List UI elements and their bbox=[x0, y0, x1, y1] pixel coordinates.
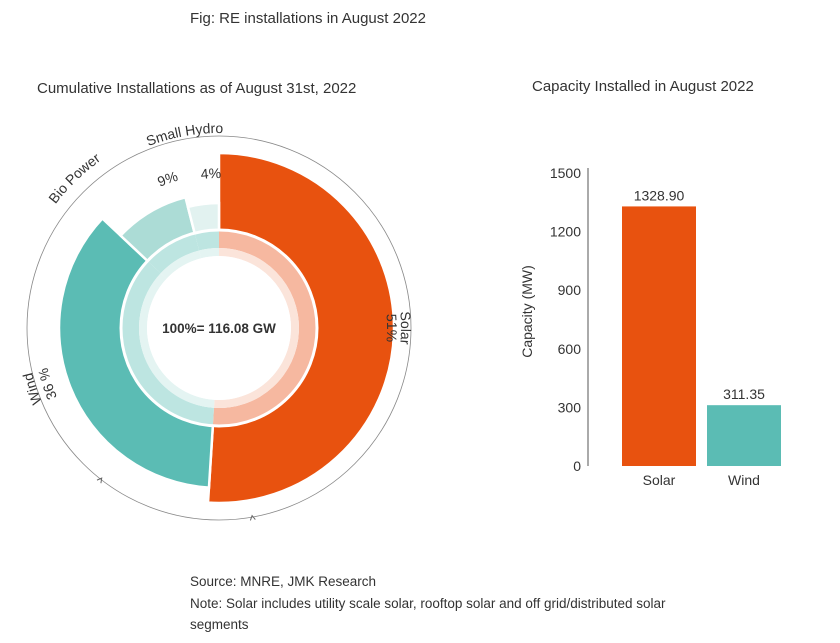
donut-inner-ring-solar bbox=[212, 230, 317, 425]
bar-solar bbox=[622, 206, 696, 466]
bar-category-solar: Solar bbox=[643, 472, 676, 488]
bar-value-label-solar: 1328.90 bbox=[634, 187, 685, 203]
bar-value-label-wind: 311.35 bbox=[723, 386, 765, 402]
donut-ring-gap bbox=[119, 228, 319, 428]
figure-title: Fig: RE installations in August 2022 bbox=[190, 10, 426, 27]
note-line-1: Note: Solar includes utility scale solar… bbox=[190, 596, 666, 611]
donut-inner-ring2-bio-power bbox=[160, 250, 202, 279]
bar-y-tick-600: 600 bbox=[558, 341, 582, 357]
donut-outer-ring bbox=[26, 135, 412, 521]
bar-y-tick-1500: 1500 bbox=[550, 165, 581, 181]
donut-inner-ring-bio-power bbox=[148, 234, 200, 274]
bar-chart-title: Capacity Installed in August 2022 bbox=[532, 78, 754, 95]
bar-y-tick-1200: 1200 bbox=[550, 224, 581, 240]
donut-label-solar-pct: 51% bbox=[383, 313, 400, 342]
bar-wind bbox=[707, 405, 781, 466]
donut-label-bio-power-name: Bio Power bbox=[45, 149, 103, 206]
donut-inner-ring-small-hydro bbox=[194, 231, 219, 251]
donut-label-small-hydro-name: Small Hydro bbox=[144, 120, 223, 149]
bar-y-tick-300: 300 bbox=[558, 399, 582, 415]
donut-hole bbox=[147, 256, 291, 400]
donut-ring-arrow-upper-left bbox=[96, 477, 103, 484]
donut-inner-ring2-small-hydro bbox=[199, 248, 219, 259]
donut-chart-title: Cumulative Installations as of August 31… bbox=[37, 80, 357, 97]
donut-inner-ring2-wind bbox=[138, 273, 215, 408]
bar-y-tick-900: 900 bbox=[558, 282, 582, 298]
bar-y-axis-label: Capacity (MW) bbox=[519, 265, 535, 358]
source-note: Source: MNRE, JMK Research bbox=[190, 574, 377, 589]
donut-label-small-hydro-pct: 4% bbox=[200, 165, 221, 182]
donut-label-bio-power-pct: 9% bbox=[155, 168, 180, 190]
donut-inner-ring-wind bbox=[122, 261, 214, 425]
donut-center-label: 100%= 116.08 GW bbox=[162, 321, 276, 336]
bar-category-wind: Wind bbox=[728, 472, 760, 488]
donut-label-solar-name: Solar bbox=[397, 311, 414, 346]
donut-ring-arrow-bottom bbox=[249, 514, 256, 521]
note-line-2: segments bbox=[190, 617, 249, 632]
bar-y-tick-0: 0 bbox=[573, 458, 581, 474]
bar-chart: 0 300 600 900 1200 1500 Capacity (MW) 1328.90 So… bbox=[519, 165, 781, 488]
